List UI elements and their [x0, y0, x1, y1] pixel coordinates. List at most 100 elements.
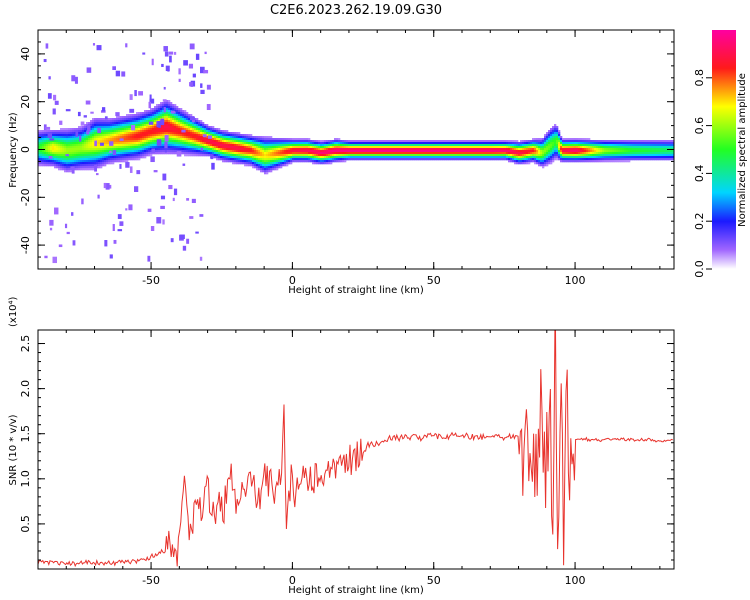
heatmap-cell — [402, 158, 405, 161]
heatmap-cell — [232, 154, 235, 157]
heatmap-cell — [150, 112, 153, 115]
heatmap-cell — [266, 164, 269, 167]
heatmap-cell — [304, 158, 307, 161]
heatmap-cell — [238, 158, 241, 161]
heatmap-cell — [146, 150, 149, 153]
heatmap-cell — [354, 152, 357, 155]
heatmap-cell — [128, 124, 131, 127]
heatmap-cell — [622, 158, 625, 161]
heatmap-cell — [656, 158, 659, 161]
heatmap-cell — [132, 120, 135, 123]
heatmap-cell — [106, 130, 109, 133]
heatmap-cell — [176, 122, 179, 125]
heatmap-cell — [186, 152, 189, 155]
heatmap-cell — [136, 142, 139, 145]
heatmap-cell — [604, 144, 607, 147]
heatmap-cell — [372, 158, 375, 161]
heatmap-cell — [78, 158, 81, 161]
heatmap-cell — [554, 138, 557, 141]
heatmap-cell — [596, 144, 599, 147]
heatmap-cell — [202, 148, 205, 151]
heatmap-cell — [542, 164, 545, 167]
heatmap-cell — [176, 116, 179, 119]
heatmap-cell — [338, 160, 341, 163]
heatmap-cell — [266, 150, 269, 153]
heatmap-cell — [318, 154, 321, 157]
heatmap-cell — [398, 152, 401, 155]
heatmap-cell — [150, 148, 153, 151]
heatmap-cell — [218, 146, 221, 149]
heatmap-cell — [436, 140, 439, 143]
heatmap-cell — [412, 142, 415, 145]
heatmap-cell — [542, 166, 545, 169]
heatmap-cell — [154, 128, 157, 131]
heatmap-cell — [514, 144, 517, 147]
heatmap-cell — [200, 146, 203, 149]
heatmap-cell — [652, 158, 655, 161]
heatmap-cell — [168, 114, 171, 117]
heatmap-cell — [368, 142, 371, 145]
heatmap-cell — [614, 160, 617, 163]
heatmap-cell — [96, 138, 99, 141]
heatmap-cell — [650, 158, 653, 161]
heatmap-cell — [152, 138, 155, 141]
heatmap-cell — [90, 146, 93, 149]
heatmap-cell — [366, 148, 369, 151]
heatmap-cell — [258, 162, 261, 165]
heatmap-cell — [560, 140, 563, 143]
heatmap-cell — [530, 156, 533, 159]
heatmap-speckle — [188, 63, 194, 69]
heatmap-cell — [500, 158, 503, 161]
heatmap-cell — [90, 140, 93, 143]
heatmap-cell — [204, 128, 207, 131]
heatmap-cell — [188, 122, 191, 125]
heatmap-cell — [110, 124, 113, 127]
heatmap-cell — [72, 140, 75, 143]
heatmap-cell — [192, 142, 195, 145]
heatmap-cell — [176, 120, 179, 123]
heatmap-cell — [212, 146, 215, 149]
heatmap-cell — [342, 148, 345, 151]
heatmap-cell — [148, 134, 151, 137]
heatmap-cell — [666, 142, 669, 145]
heatmap-cell — [644, 156, 647, 159]
heatmap-cell — [110, 132, 113, 135]
heatmap-cell — [516, 160, 519, 163]
heatmap-cell — [152, 120, 155, 123]
heatmap-cell — [208, 132, 211, 135]
heatmap-cell — [326, 158, 329, 161]
heatmap-cell — [144, 132, 147, 135]
heatmap-cell — [594, 140, 597, 143]
heatmap-cell — [292, 160, 295, 163]
heatmap-cell — [604, 158, 607, 161]
heatmap-cell — [240, 144, 243, 147]
heatmap-cell — [94, 138, 97, 141]
heatmap-cell — [174, 136, 177, 139]
heatmap-cell — [100, 160, 103, 163]
heatmap-cell — [74, 138, 77, 141]
heatmap-cell — [270, 164, 273, 167]
heatmap-cell — [114, 132, 117, 135]
heatmap-cell — [322, 150, 325, 153]
heatmap-cell — [242, 148, 245, 151]
heatmap-cell — [110, 136, 113, 139]
heatmap-cell — [312, 140, 315, 143]
heatmap-cell — [62, 130, 65, 133]
heatmap-cell — [286, 144, 289, 147]
heatmap-cell — [210, 132, 213, 135]
heatmap-cell — [310, 152, 313, 155]
heatmap-cell — [344, 148, 347, 151]
heatmap-cell — [234, 142, 237, 145]
heatmap-cell — [282, 140, 285, 143]
heatmap-speckle — [200, 66, 205, 74]
heatmap-cell — [286, 148, 289, 151]
heatmap-cell — [204, 124, 207, 127]
heatmap-cell — [656, 142, 659, 145]
heatmap-cell — [190, 154, 193, 157]
heatmap-cell — [558, 152, 561, 155]
heatmap-cell — [548, 134, 551, 137]
heatmap-cell — [172, 116, 175, 119]
heatmap-cell — [630, 156, 633, 159]
heatmap-cell — [78, 130, 81, 133]
